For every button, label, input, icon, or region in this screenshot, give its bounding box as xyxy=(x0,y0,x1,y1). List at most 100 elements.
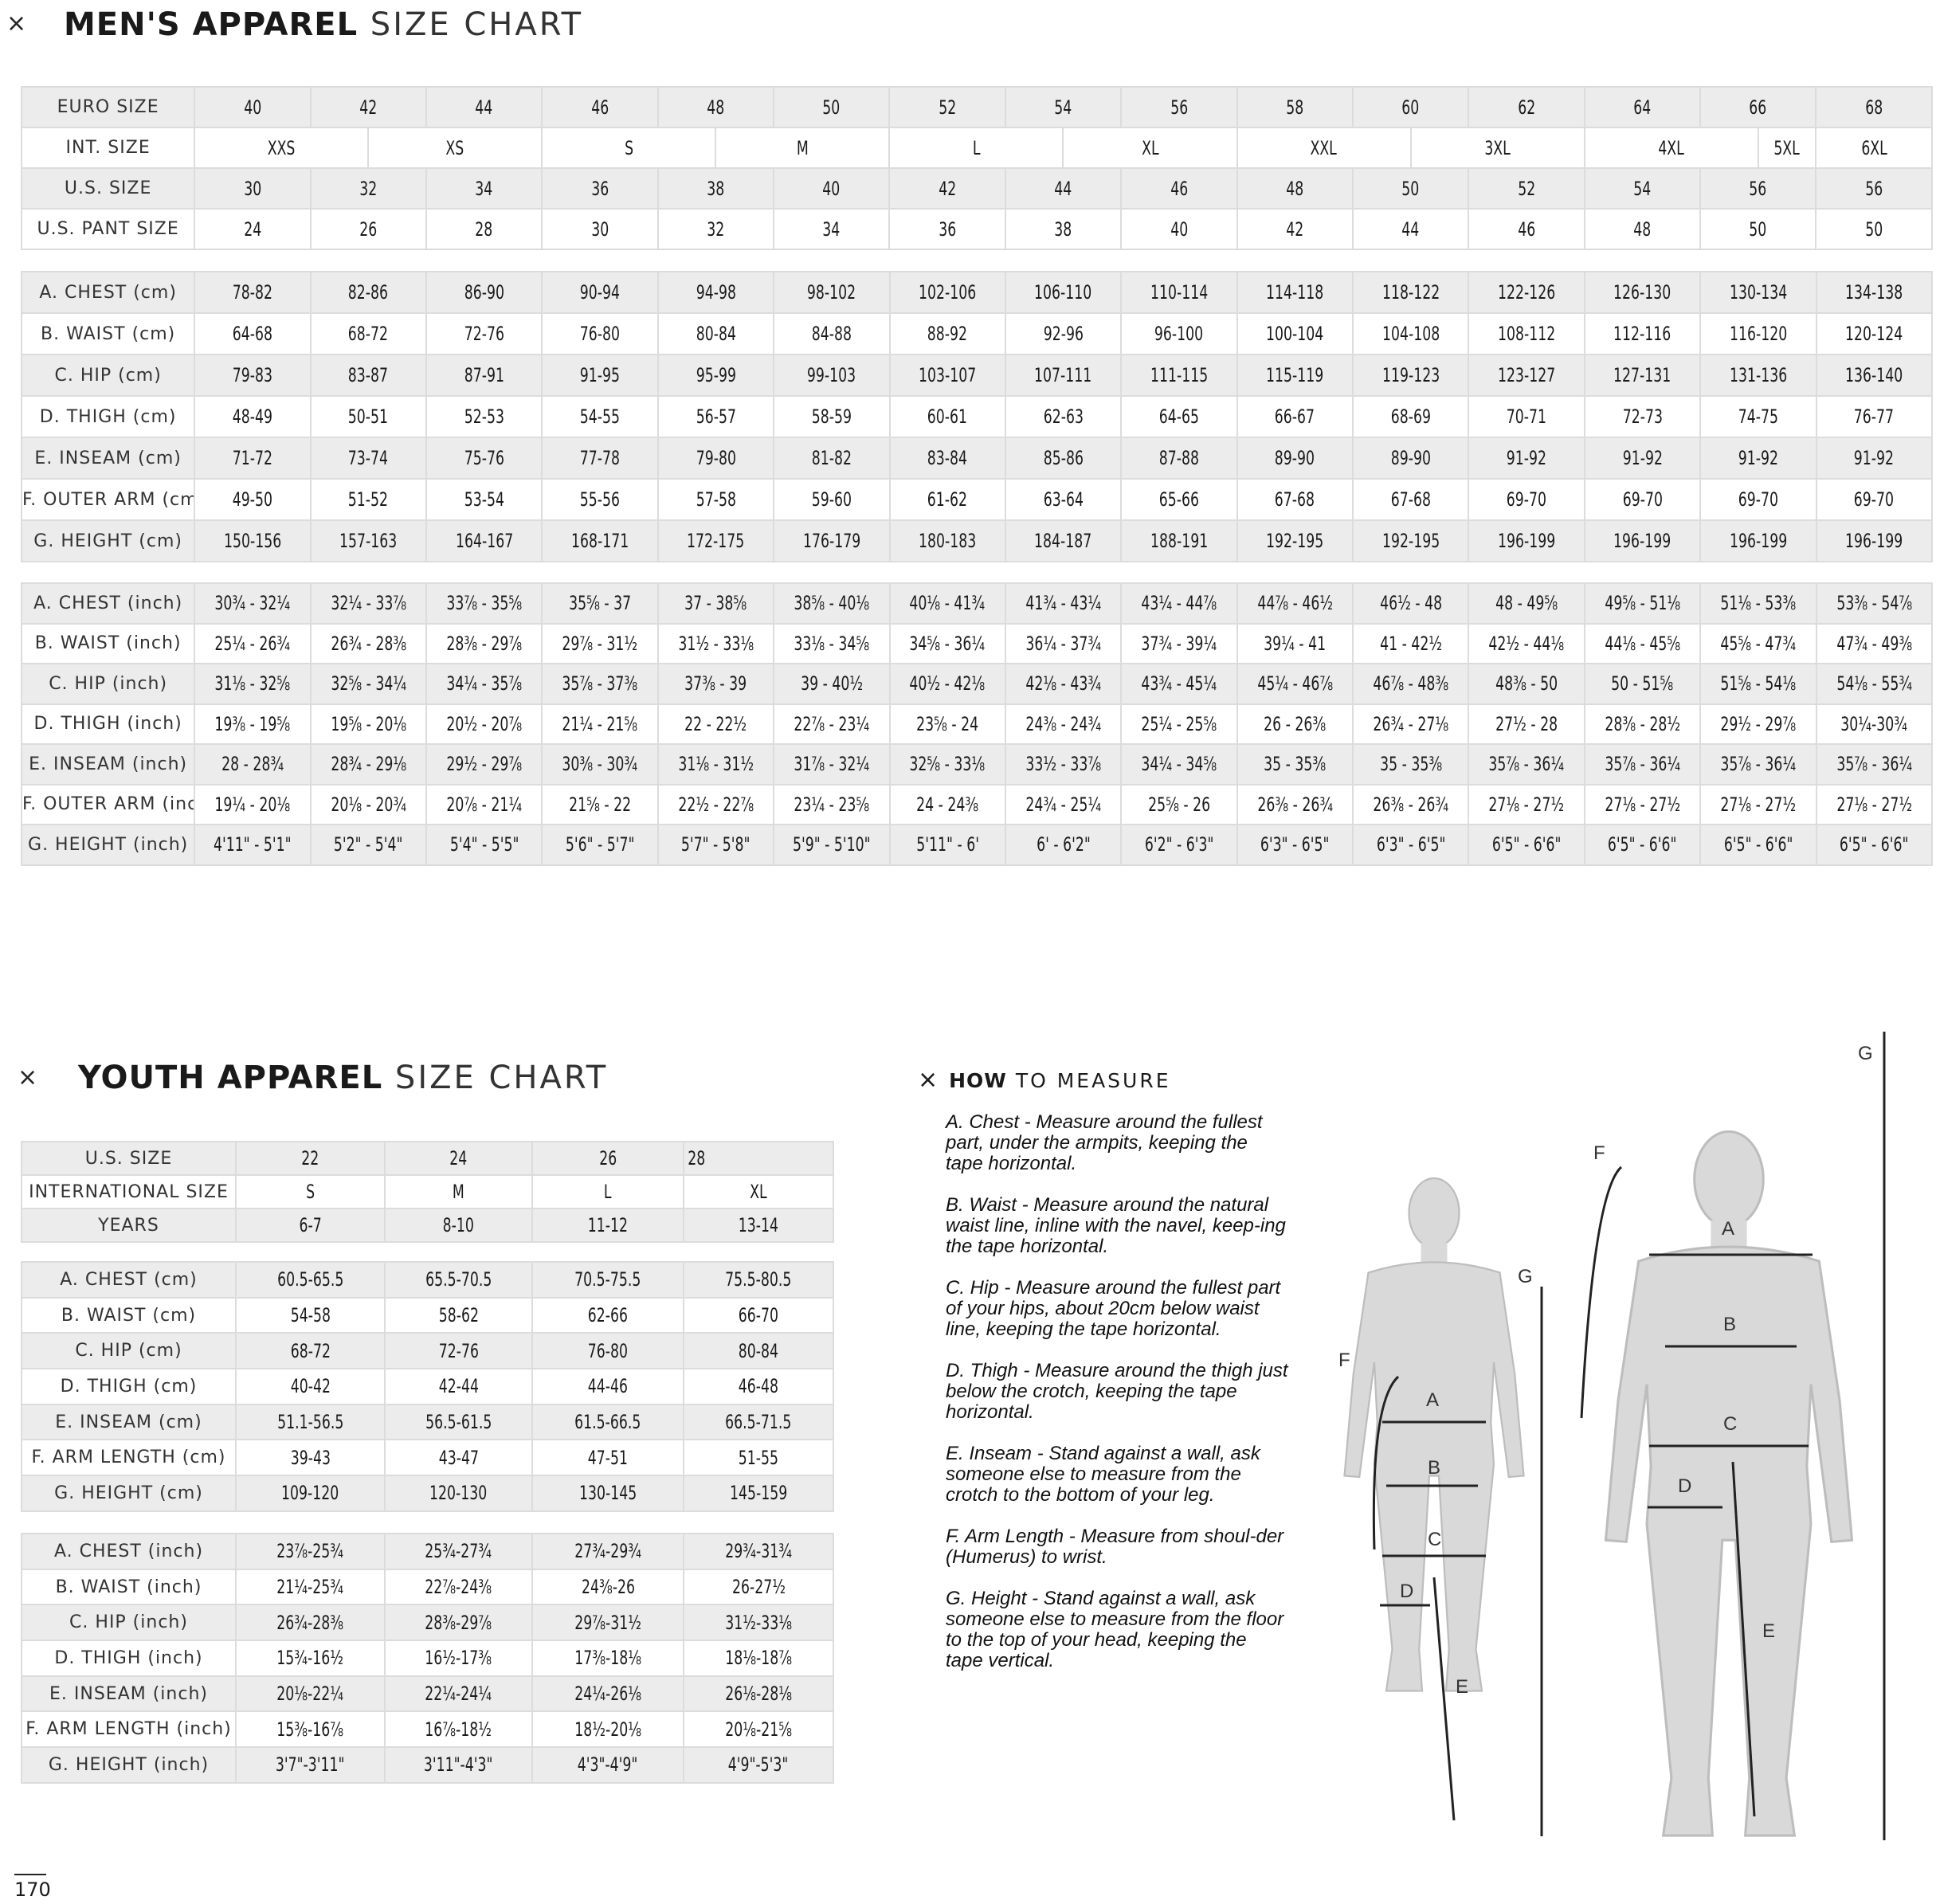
table-cell: 52-53 xyxy=(425,395,543,438)
row-label: B. WAIST (inch) xyxy=(20,622,196,664)
table-cell: 95-99 xyxy=(656,354,775,397)
table-cell: 62-63 xyxy=(1004,395,1123,438)
row-label: INT. SIZE xyxy=(20,127,196,169)
table-cell: 34 xyxy=(773,208,891,250)
youth-title-bold: YOUTH APPAREL xyxy=(78,1060,383,1096)
table-cell: 42 xyxy=(309,86,427,128)
table-cell: 4'3"-4'9" xyxy=(531,1746,684,1784)
table-cell: 21¼ - 21⅝ xyxy=(541,703,659,745)
table-cell: 107-111 xyxy=(1004,354,1123,397)
table-row: G. HEIGHT (cm) 109-120 120-130 130-145 145-1… xyxy=(21,1475,834,1512)
table-cell: 47¾ - 49⅜ xyxy=(1815,622,1934,664)
row-label: G. HEIGHT (cm) xyxy=(20,519,196,562)
table-cell: 68-69 xyxy=(1352,395,1470,438)
table-cell: L xyxy=(531,1174,684,1209)
table-cell: 66-70 xyxy=(683,1296,834,1334)
table-cell: 5'11" - 6' xyxy=(888,824,1006,866)
mens-title-bold: MEN'S APPAREL xyxy=(64,6,359,43)
table-cell: 16⅞-18½ xyxy=(384,1710,533,1749)
table-cell: 37 - 38⅝ xyxy=(656,582,775,625)
table-cell: 64 xyxy=(1583,86,1701,128)
row-label: E. INSEAM (inch) xyxy=(21,1675,237,1713)
table-cell: 40 xyxy=(1120,208,1238,250)
table-cell: 91-92 xyxy=(1468,437,1585,480)
table-cell: 62-66 xyxy=(531,1296,684,1334)
table-cell: 29½ - 29⅞ xyxy=(1699,703,1817,745)
table-cell: 30¾ - 32¼ xyxy=(194,582,312,625)
table-cell: 35⅞ - 36¼ xyxy=(1815,743,1934,785)
row-label: E. INSEAM (cm) xyxy=(21,1403,237,1441)
table-cell: 184-187 xyxy=(1004,519,1123,562)
row-label: G. HEIGHT (inch) xyxy=(21,1746,237,1784)
table-cell: 35⅞ - 36¼ xyxy=(1468,743,1585,785)
table-cell: 85-86 xyxy=(1004,437,1123,480)
table-cell: 122-126 xyxy=(1468,271,1585,314)
row-label: C. HIP (inch) xyxy=(21,1604,237,1642)
table-cell: 6'5" - 6'6" xyxy=(1468,824,1585,866)
table-cell: 87-88 xyxy=(1120,437,1238,480)
table-cell: 46⅞ - 48⅜ xyxy=(1352,663,1470,705)
table-cell: 32⅝ - 34¼ xyxy=(309,663,428,705)
table-cell: 65.5-70.5 xyxy=(384,1261,533,1299)
table-cell: 88-92 xyxy=(888,312,1006,355)
table-cell: 76-80 xyxy=(531,1332,684,1370)
how-to-measure-heading: × HOW TO MEASURE xyxy=(918,1066,1171,1094)
table-row: INTERNATIONAL SIZE S M L XL xyxy=(21,1174,834,1209)
table-cell: 86-90 xyxy=(425,271,543,314)
table-cell: 28⅜ - 28½ xyxy=(1583,703,1702,745)
mens-title-light: SIZE CHART xyxy=(370,6,584,43)
table-cell: 26 xyxy=(309,208,427,250)
how-title-light: TO MEASURE xyxy=(1015,1069,1171,1092)
figure-label-a: A xyxy=(1722,1218,1734,1240)
table-cell: 100-104 xyxy=(1236,312,1354,355)
table-cell: 26-27½ xyxy=(683,1568,834,1606)
table-cell: 123-127 xyxy=(1468,354,1585,397)
table-row: F. ARM LENGTH (inch) 15⅜-16⅞ 16⅞-18½ 18½-20… xyxy=(21,1710,834,1749)
table-cell: 57-58 xyxy=(656,478,775,521)
table-cell: 24 xyxy=(194,208,312,250)
table-row: U.S. SIZE 30 32 34 36 38 40 42 44 46 48 50 52 54 56 56 xyxy=(20,167,1933,210)
table-cell: 102-106 xyxy=(888,271,1006,314)
table-cell: 196-199 xyxy=(1699,519,1817,562)
table-cell: 6'2" - 6'3" xyxy=(1120,824,1238,866)
table-cell: 37⅜ - 39 xyxy=(656,663,775,705)
table-cell: 67-68 xyxy=(1236,478,1354,521)
table-cell: 127-131 xyxy=(1583,354,1702,397)
table-cell: 5XL xyxy=(1757,127,1817,169)
table-cell: 58 xyxy=(1236,86,1354,128)
table-cell: 54 xyxy=(1583,167,1701,210)
table-cell: 31⅛ - 32⅝ xyxy=(194,663,312,705)
figure-label-f: F xyxy=(1338,1350,1350,1371)
row-label: G. HEIGHT (cm) xyxy=(21,1475,237,1512)
table-cell: 30¼-30¾ xyxy=(1815,703,1934,745)
table-cell: 48⅜ - 50 xyxy=(1468,663,1585,705)
close-icon[interactable]: × xyxy=(918,1066,941,1094)
table-cell: 39-43 xyxy=(235,1439,386,1477)
table-cell: 70-71 xyxy=(1468,395,1585,438)
table-cell: 77-78 xyxy=(541,437,659,480)
table-cell: 58-59 xyxy=(773,395,891,438)
how-inseam: E. Inseam - Stand against a wall, ask so… xyxy=(946,1443,1260,1506)
table-cell: 79-80 xyxy=(656,437,775,480)
table-cell: 188-191 xyxy=(1120,519,1238,562)
table-cell: 51-52 xyxy=(309,478,428,521)
table-cell: 50 xyxy=(1699,208,1817,250)
table-cell: 192-195 xyxy=(1236,519,1354,562)
table-cell: 87-91 xyxy=(425,354,543,397)
table-cell: 78-82 xyxy=(194,271,312,314)
table-cell: 75.5-80.5 xyxy=(683,1261,834,1299)
table-row: B. WAIST (inch) 25¼ - 26¾ 26¾ - 28⅜ 28⅜ - 2… xyxy=(20,622,1934,664)
table-cell: 37¾ - 39¼ xyxy=(1120,622,1238,664)
table-cell: 64-65 xyxy=(1120,395,1238,438)
table-row: D. THIGH (cm) 40-42 42-44 44-46 46-48 xyxy=(21,1368,834,1405)
close-icon[interactable]: × xyxy=(6,10,27,37)
figure-label-d: D xyxy=(1400,1581,1413,1602)
table-row: U.S. PANT SIZE 24 26 28 30 32 34 36 38 40 42 44 46 48… xyxy=(20,208,1933,250)
table-cell: 26 - 26⅜ xyxy=(1236,703,1354,745)
table-cell: 71-72 xyxy=(194,437,312,480)
close-icon[interactable]: × xyxy=(18,1064,38,1091)
table-cell: 28 xyxy=(425,208,543,250)
youth-title: YOUTH APPAREL SIZE CHART xyxy=(78,1060,608,1096)
table-cell: 69-70 xyxy=(1815,478,1934,521)
table-cell: 164-167 xyxy=(425,519,543,562)
